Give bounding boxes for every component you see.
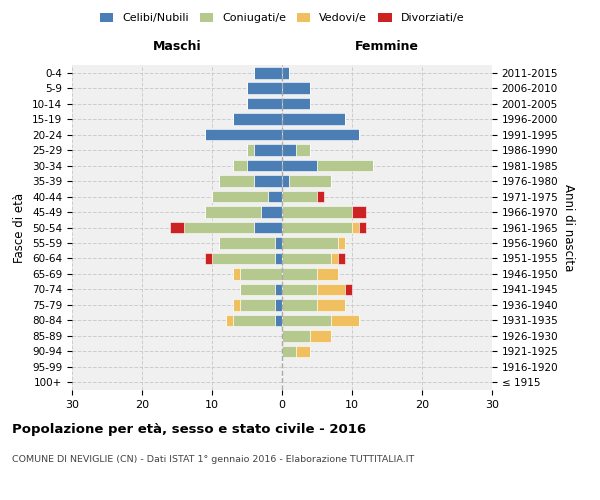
Bar — [317, 299, 345, 310]
Bar — [282, 299, 317, 310]
Bar — [205, 206, 261, 218]
Bar — [282, 314, 331, 326]
Bar — [331, 252, 338, 264]
Bar — [226, 314, 233, 326]
Text: COMUNE DI NEVIGLIE (CN) - Dati ISTAT 1° gennaio 2016 - Elaborazione TUTTITALIA.I: COMUNE DI NEVIGLIE (CN) - Dati ISTAT 1° … — [12, 455, 414, 464]
Bar — [317, 284, 345, 295]
Bar — [282, 252, 331, 264]
Bar — [282, 67, 289, 78]
Bar — [282, 114, 345, 125]
Bar — [289, 176, 331, 187]
Bar — [247, 98, 282, 110]
Text: Maschi: Maschi — [152, 40, 202, 52]
Bar — [275, 314, 282, 326]
Bar — [282, 144, 296, 156]
Bar — [282, 268, 317, 280]
Bar — [247, 82, 282, 94]
Bar — [233, 314, 275, 326]
Y-axis label: Fasce di età: Fasce di età — [13, 192, 26, 262]
Bar — [212, 190, 268, 202]
Bar — [205, 129, 282, 140]
Text: Popolazione per età, sesso e stato civile - 2016: Popolazione per età, sesso e stato civil… — [12, 422, 366, 436]
Bar — [233, 160, 247, 172]
Legend: Celibi/Nubili, Coniugati/e, Vedovi/e, Divorziati/e: Celibi/Nubili, Coniugati/e, Vedovi/e, Di… — [95, 8, 469, 28]
Bar — [338, 237, 345, 249]
Bar — [282, 330, 310, 342]
Bar — [317, 160, 373, 172]
Bar — [247, 144, 254, 156]
Bar — [331, 314, 359, 326]
Bar — [282, 222, 352, 234]
Bar — [352, 206, 366, 218]
Bar — [282, 160, 317, 172]
Bar — [268, 190, 282, 202]
Bar — [240, 268, 282, 280]
Bar — [233, 268, 240, 280]
Bar — [261, 206, 282, 218]
Bar — [282, 176, 289, 187]
Bar — [317, 190, 324, 202]
Bar — [282, 346, 296, 357]
Bar — [282, 129, 359, 140]
Bar — [359, 222, 366, 234]
Bar — [282, 284, 317, 295]
Bar — [282, 98, 310, 110]
Bar — [247, 160, 282, 172]
Bar — [345, 284, 352, 295]
Bar — [352, 222, 359, 234]
Bar — [254, 222, 282, 234]
Bar — [282, 190, 317, 202]
Bar — [240, 299, 275, 310]
Bar — [338, 252, 345, 264]
Bar — [170, 222, 184, 234]
Bar — [275, 284, 282, 295]
Bar — [275, 252, 282, 264]
Bar — [233, 114, 282, 125]
Bar — [254, 67, 282, 78]
Bar — [275, 299, 282, 310]
Bar — [184, 222, 254, 234]
Bar — [219, 176, 254, 187]
Bar — [296, 346, 310, 357]
Bar — [219, 237, 275, 249]
Bar — [205, 252, 212, 264]
Text: Femmine: Femmine — [355, 40, 419, 52]
Bar — [275, 237, 282, 249]
Bar — [254, 176, 282, 187]
Bar — [254, 144, 282, 156]
Bar — [282, 82, 310, 94]
Bar — [233, 299, 240, 310]
Bar — [317, 268, 338, 280]
Y-axis label: Anni di nascita: Anni di nascita — [562, 184, 575, 271]
Bar — [282, 237, 338, 249]
Bar — [310, 330, 331, 342]
Bar — [296, 144, 310, 156]
Bar — [282, 206, 352, 218]
Bar — [240, 284, 275, 295]
Bar — [212, 252, 275, 264]
